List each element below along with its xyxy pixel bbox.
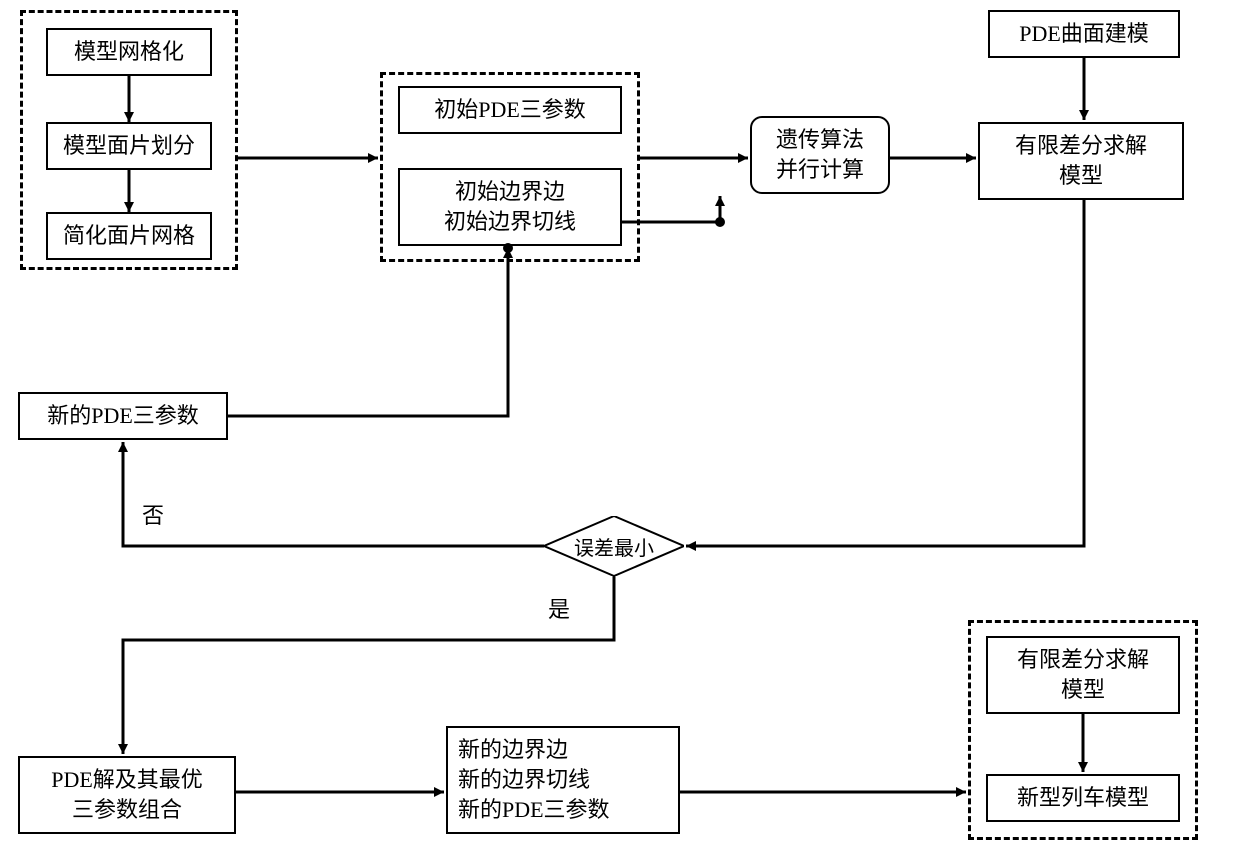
label: 初始PDE三参数 xyxy=(434,95,586,125)
node-pde-solution: PDE解及其最优 三参数组合 xyxy=(18,756,236,834)
node-fdm-solve-top: 有限差分求解 模型 xyxy=(978,122,1184,200)
label: 模型面片划分 xyxy=(63,131,195,161)
label: PDE曲面建模 xyxy=(1019,19,1149,49)
label: 初始边界边 初始边界切线 xyxy=(444,177,576,236)
node-pde-surface: PDE曲面建模 xyxy=(988,10,1180,58)
label: 新的PDE三参数 xyxy=(47,401,199,431)
label: 新型列车模型 xyxy=(1017,783,1149,813)
node-fdm-solve-bottom: 有限差分求解 模型 xyxy=(986,636,1180,714)
node-new-boundary: 新的边界边 新的边界切线 新的PDE三参数 xyxy=(446,726,680,834)
node-init-pde-params: 初始PDE三参数 xyxy=(398,86,622,134)
label: 有限差分求解 模型 xyxy=(1015,131,1147,190)
label: 简化面片网格 xyxy=(63,221,195,251)
node-new-pde-params: 新的PDE三参数 xyxy=(18,392,228,440)
label-no: 否 xyxy=(142,498,164,530)
node-new-train-model: 新型列车模型 xyxy=(986,774,1180,822)
label: 误差最小 xyxy=(574,532,654,561)
label: 新的边界边 新的边界切线 新的PDE三参数 xyxy=(458,735,610,824)
label: 遗传算法 并行计算 xyxy=(776,125,864,184)
node-init-boundary: 初始边界边 初始边界切线 xyxy=(398,168,622,246)
node-mesh: 模型网格化 xyxy=(46,28,212,76)
node-patch-divide: 模型面片划分 xyxy=(46,122,212,170)
label: 模型网格化 xyxy=(74,37,184,67)
label: PDE解及其最优 三参数组合 xyxy=(51,765,203,824)
node-simplify-mesh: 简化面片网格 xyxy=(46,212,212,260)
node-ga-parallel: 遗传算法 并行计算 xyxy=(750,116,890,194)
decision-min-error: 误差最小 xyxy=(544,516,684,576)
label-yes: 是 xyxy=(548,592,570,624)
label: 有限差分求解 模型 xyxy=(1017,645,1149,704)
